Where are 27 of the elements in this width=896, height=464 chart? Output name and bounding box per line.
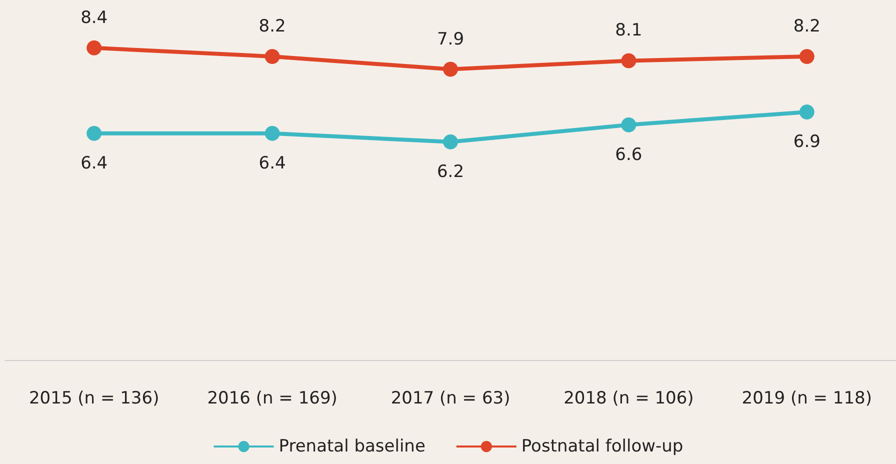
x-tick-label: 2017 (n = 63) [390,388,510,408]
data-label: 8.2 [258,16,286,36]
legend-label: Postnatal follow-up [521,436,684,456]
legend-label: Prenatal baseline [278,436,426,456]
data-label: 6.6 [615,144,642,165]
point [621,117,636,132]
x-tick-label: 2015 (n = 136) [28,388,160,408]
data-label: 6.4 [258,153,286,174]
point [264,48,280,64]
x-tick-label: 2016 (n = 169) [207,388,338,408]
data-label: 6.9 [793,132,820,152]
data-label: 6.4 [80,153,108,174]
point [799,104,814,120]
data-label: 8.2 [793,16,820,36]
point [443,134,458,150]
data-label: 8.4 [80,8,108,28]
point [443,62,458,77]
x-tick-label: 2019 (n = 118) [742,388,872,408]
data-label: 8.1 [615,20,642,41]
point [621,53,636,68]
data-label: 7.9 [436,29,464,50]
point [264,126,280,141]
point [86,126,102,141]
point [799,48,814,64]
point [86,40,102,56]
x-tick-label: 2018 (n = 106) [564,388,694,408]
data-label: 6.2 [436,162,464,182]
